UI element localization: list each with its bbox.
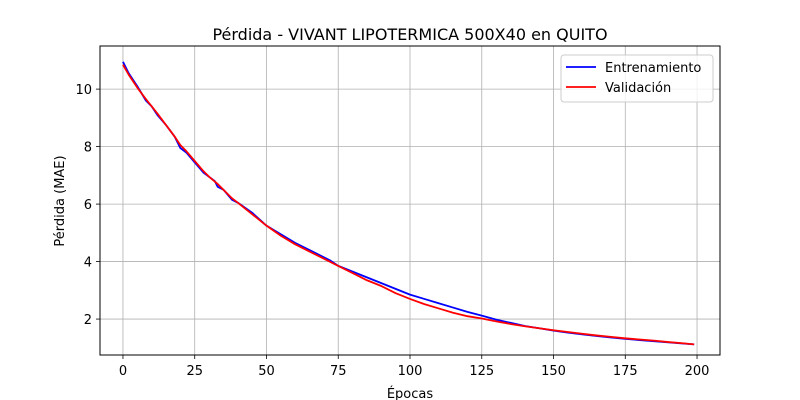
y-tick-label: 4	[84, 256, 92, 271]
series-line-validacion	[122, 64, 695, 346]
y-tick-label: 8	[84, 141, 92, 156]
plot-frame	[99, 45, 721, 356]
x-tick-label: 100	[398, 364, 423, 379]
y-tick-label: 2	[84, 313, 92, 328]
y-axis-label: Pérdida (MAE)	[53, 155, 68, 246]
x-tick-label: 25	[186, 364, 203, 379]
x-tick-label: 175	[613, 364, 638, 379]
chart-title: Pérdida - VIVANT LIPOTERMICA 500X40 en Q…	[212, 25, 607, 44]
series-lines	[122, 61, 695, 346]
y-tick-label: 10	[75, 83, 92, 98]
tick-labels: 0 25 50 75 100 125 150 175 200 2 4 6 8 10	[75, 83, 709, 379]
x-axis-label: Épocas	[387, 386, 434, 400]
legend: Entrenamiento Validación	[560, 54, 714, 103]
legend-label-validacion: Validación	[605, 81, 671, 96]
y-tick-label: 6	[84, 198, 92, 213]
series-line-entrenamiento	[122, 61, 695, 346]
legend-label-entrenamiento: Entrenamiento	[605, 61, 701, 76]
x-tick-label: 125	[469, 364, 494, 379]
x-tick-label: 0	[119, 364, 127, 379]
legend-box	[560, 54, 714, 103]
x-tick-label: 150	[541, 364, 566, 379]
x-tick-label: 50	[258, 364, 275, 379]
x-tick-label: 75	[330, 364, 347, 379]
x-tick-label: 200	[685, 364, 710, 379]
